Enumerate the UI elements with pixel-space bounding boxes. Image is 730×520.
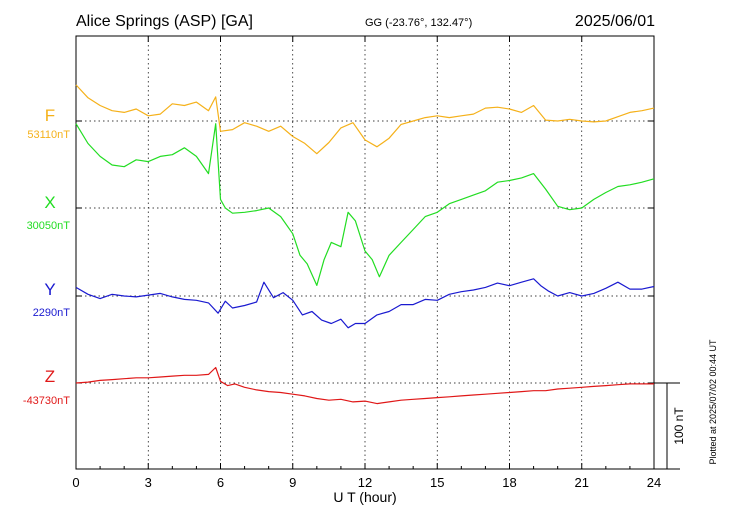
series-line-z [75, 366, 654, 405]
x-tick-label: 12 [358, 475, 372, 490]
series-name-z: Z [45, 367, 55, 386]
series-baseline-z: -43730nT [23, 395, 70, 407]
x-tick-label: 9 [289, 475, 296, 490]
series-baseline-x: 30050nT [27, 220, 71, 232]
series-line-f [75, 84, 655, 155]
x-tick-label: 21 [575, 475, 589, 490]
x-tick-label: 3 [145, 475, 152, 490]
series-line-y [75, 278, 655, 329]
series-name-y: Y [44, 280, 55, 299]
x-tick-label: 24 [647, 475, 661, 490]
scale-bar-label: 100 nT [672, 407, 686, 445]
x-tick-label: 18 [502, 475, 516, 490]
x-tick-label: 15 [430, 475, 444, 490]
x-tick-label: 6 [217, 475, 224, 490]
chart-title: Alice Springs (ASP) [GA] [76, 13, 253, 30]
series-name-x: X [44, 193, 55, 212]
chart-date: 2025/06/01 [575, 13, 655, 30]
grid-layer [76, 36, 654, 469]
series-line-x [75, 123, 655, 286]
chart-subtitle: GG (-23.76°, 132.47°) [365, 17, 472, 29]
series-layer [75, 84, 655, 405]
x-tick-label: 0 [72, 475, 79, 490]
series-label-layer: F 53110nT X 30050nT Y 2290nT Z -43730nT [23, 106, 70, 407]
x-axis-label: U T (hour) [333, 489, 396, 505]
plotted-note: Plotted at 2025/07/02 00:44 UT [708, 339, 718, 465]
series-baseline-y: 2290nT [33, 307, 71, 319]
series-name-f: F [45, 106, 55, 125]
series-baseline-f: 53110nT [27, 129, 70, 141]
scale-bar: 100 nT [654, 382, 686, 470]
tick-layer: 0 3 6 9 12 15 18 21 24 [72, 36, 661, 490]
